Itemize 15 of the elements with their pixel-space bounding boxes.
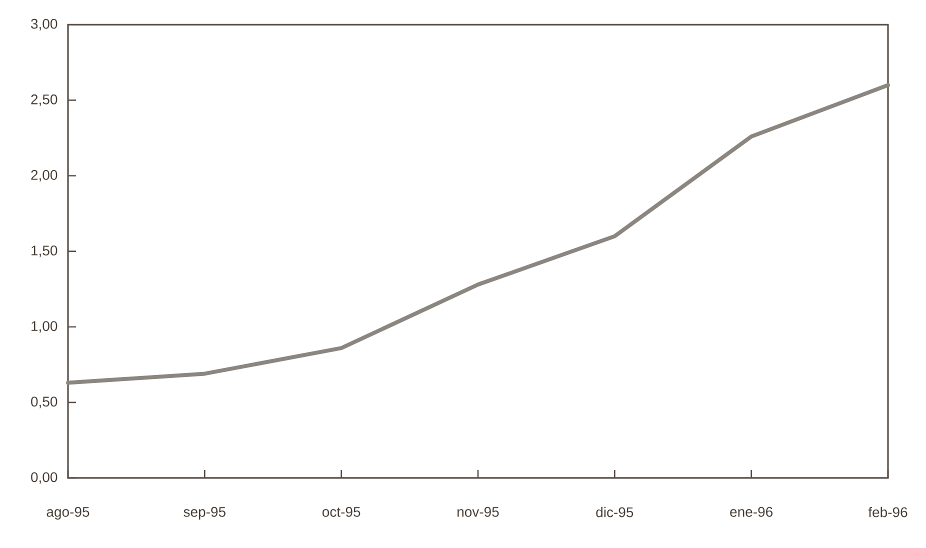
y-tick-label: 2,50 (31, 94, 58, 106)
x-tick-label: sep-95 (184, 506, 226, 520)
y-tick-label: 0,50 (31, 396, 58, 408)
x-tick-label: nov-95 (458, 506, 499, 517)
x-tick-label: ene-96 (730, 506, 773, 517)
y-tick-label: 0,00 (31, 472, 58, 484)
y-tick-label: 3,00 (31, 18, 58, 30)
x-tick-label: feb-96 (868, 506, 908, 518)
x-tick-label: ago-95 (46, 506, 90, 520)
y-tick-label: 1,50 (32, 246, 58, 258)
x-tick-label: dic-95 (596, 506, 634, 518)
x-tick-label: oct-95 (322, 506, 360, 517)
y-tick-label: 2,00 (31, 170, 58, 182)
line-series (66, 83, 890, 385)
y-tick-label: 1,00 (32, 321, 58, 333)
